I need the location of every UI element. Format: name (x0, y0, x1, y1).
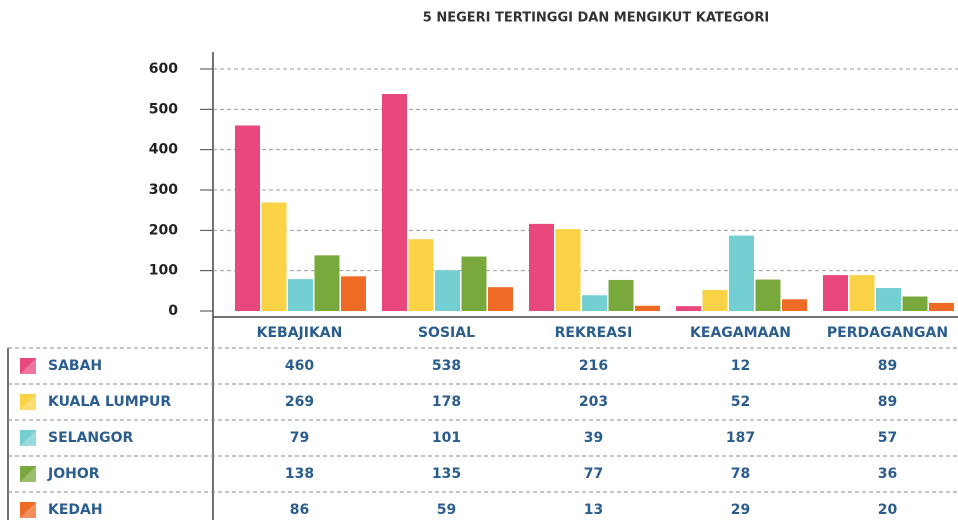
bar (849, 275, 875, 311)
table-value: 135 (432, 466, 461, 482)
legend-swatch-shade (20, 394, 36, 410)
chart-title: 5 NEGERI TERTINGGI DAN MENGIKUT KATEGORI (423, 11, 769, 26)
table-value: 178 (432, 394, 461, 410)
table-value: 78 (731, 466, 750, 482)
table-value: 36 (878, 466, 897, 482)
y-tick-label: 400 (149, 142, 178, 158)
table-value: 460 (285, 358, 314, 374)
table-value: 216 (579, 358, 608, 374)
bar (782, 299, 807, 311)
table-value: 59 (437, 502, 456, 518)
legend-label: KUALA LUMPUR (48, 394, 171, 410)
table-value: 57 (878, 430, 897, 446)
bar (876, 288, 901, 311)
bar (235, 125, 260, 311)
bar (461, 256, 487, 311)
legend-swatch (20, 394, 36, 410)
legend-swatch-shade (20, 358, 36, 374)
bar (555, 229, 581, 311)
legend-label: SELANGOR (48, 430, 134, 446)
table-value: 20 (878, 502, 898, 518)
bar (341, 276, 366, 311)
table-value: 12 (731, 358, 750, 374)
legend-swatch (20, 502, 36, 518)
legend-swatch (20, 358, 36, 374)
y-tick-label: 0 (168, 303, 178, 319)
y-tick-label: 100 (149, 263, 178, 279)
x-tick-label: SOSIAL (418, 325, 475, 341)
table-value: 89 (878, 358, 897, 374)
bar (608, 279, 634, 311)
bar (676, 306, 701, 311)
table-value: 86 (290, 502, 309, 518)
legend-label: JOHOR (47, 466, 100, 482)
bar (702, 290, 728, 311)
bar (582, 295, 607, 311)
legend-label: SABAH (48, 358, 102, 374)
bar (488, 287, 513, 311)
legend-label: KEDAH (48, 502, 103, 518)
table-value: 101 (432, 430, 461, 446)
y-tick-label: 600 (149, 61, 178, 77)
table-value: 538 (432, 358, 461, 374)
table-value: 77 (584, 466, 603, 482)
y-tick-label: 200 (149, 222, 178, 238)
y-tick-label: 500 (149, 101, 178, 117)
table-value: 89 (878, 394, 897, 410)
table-value: 269 (285, 394, 314, 410)
legend-swatch (20, 466, 36, 482)
bar (729, 235, 754, 311)
bar (929, 302, 954, 311)
y-tick-label: 300 (149, 182, 178, 198)
bar (529, 223, 554, 311)
bar (314, 255, 340, 311)
bar (408, 239, 434, 311)
x-tick-label: REKREASI (555, 325, 633, 341)
bar (755, 279, 781, 311)
bar (382, 94, 407, 311)
table-value: 203 (579, 394, 608, 410)
bar (288, 279, 313, 311)
x-tick-label: KEBAJIKAN (257, 325, 343, 341)
x-tick-label: KEAGAMAAN (690, 325, 791, 341)
table-value: 187 (726, 430, 755, 446)
legend-swatch (20, 430, 36, 446)
table-value: 29 (731, 502, 750, 518)
bar (635, 305, 660, 311)
table-value: 79 (290, 430, 309, 446)
bar (261, 202, 287, 311)
table-value: 13 (584, 502, 603, 518)
legend-swatch-shade (20, 502, 36, 518)
legend-swatch-shade (20, 466, 36, 482)
table-value: 52 (731, 394, 750, 410)
table-value: 39 (584, 430, 603, 446)
legend-swatch-shade (20, 430, 36, 446)
table-value: 138 (285, 466, 314, 482)
x-tick-label: PERDAGANGAN (827, 325, 948, 341)
bar (435, 270, 460, 311)
bar (823, 275, 848, 311)
bar (902, 296, 928, 311)
